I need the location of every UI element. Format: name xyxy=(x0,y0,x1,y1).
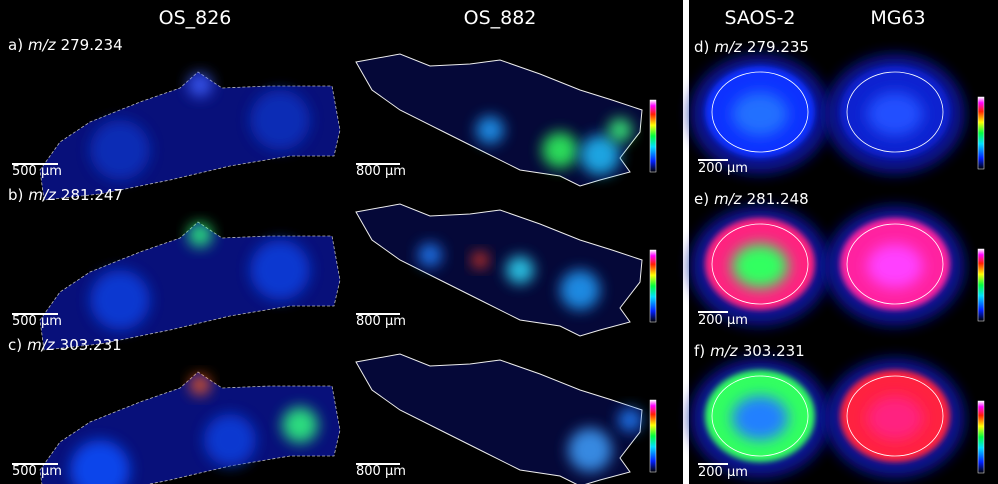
colorbar xyxy=(650,100,656,172)
mz-value: 281.247 xyxy=(61,186,123,204)
scale-label: 200 µm xyxy=(698,465,748,480)
panel-letter: b) xyxy=(8,186,23,204)
mz-value: 279.234 xyxy=(61,36,123,54)
panel-letter: d) xyxy=(694,38,709,56)
mz-value: 281.248 xyxy=(747,190,809,208)
panel-letter: c) xyxy=(8,336,22,354)
intensity-spot xyxy=(250,240,310,300)
mz-value: 303.231 xyxy=(743,342,805,360)
intensity-spot xyxy=(90,120,150,180)
intensity-spot xyxy=(476,116,504,144)
panel-letter: f) xyxy=(694,342,705,360)
column-header: SAOS-2 xyxy=(724,7,795,29)
mz-prefix: m/z xyxy=(27,336,56,354)
intensity-spot xyxy=(542,132,578,168)
intensity-spot xyxy=(204,414,256,466)
colorbar xyxy=(978,97,984,169)
panel-letter: e) xyxy=(694,190,709,208)
intensity-spot xyxy=(90,270,150,330)
cell-core xyxy=(732,92,788,136)
intensity-spot xyxy=(472,252,488,268)
mz-prefix: m/z xyxy=(714,38,743,56)
scale-label: 800 µm xyxy=(356,164,406,179)
intensity-spot xyxy=(282,407,318,443)
scale-label: 500 µm xyxy=(12,464,62,479)
cell-core xyxy=(867,92,923,136)
intensity-spot xyxy=(188,73,212,97)
colorbar xyxy=(978,249,984,321)
scale-label: 500 µm xyxy=(12,314,62,329)
intensity-spot xyxy=(418,243,442,267)
intensity-spot xyxy=(580,135,620,175)
mz-value: 279.235 xyxy=(747,38,809,56)
mz-prefix: m/z xyxy=(28,36,57,54)
figure: OS_826 OS_882 SAOS-2 MG63 a)m/z279.23450… xyxy=(0,0,998,484)
intensity-spot xyxy=(568,428,612,472)
column-header: OS_882 xyxy=(464,7,537,29)
mz-prefix: m/z xyxy=(28,186,57,204)
cell-core xyxy=(732,396,788,440)
scale-label: 800 µm xyxy=(356,464,406,479)
intensity-spot xyxy=(618,408,642,432)
scale-label: 200 µm xyxy=(698,313,748,328)
mz-value: 303.231 xyxy=(60,336,122,354)
intensity-spot xyxy=(250,90,310,150)
scale-label: 200 µm xyxy=(698,161,748,176)
cell-core xyxy=(867,396,923,440)
intensity-spot xyxy=(560,270,600,310)
intensity-spot xyxy=(608,118,632,142)
cell-core xyxy=(867,244,923,288)
intensity-spot xyxy=(506,256,534,284)
scale-label: 500 µm xyxy=(12,164,62,179)
colorbar xyxy=(978,401,984,473)
scale-label: 800 µm xyxy=(356,314,406,329)
column-header: MG63 xyxy=(870,7,925,29)
mz-prefix: m/z xyxy=(714,190,743,208)
mz-prefix: m/z xyxy=(710,342,739,360)
intensity-spot xyxy=(188,223,212,247)
colorbar xyxy=(650,400,656,472)
cell-core xyxy=(732,244,788,288)
panel-letter: a) xyxy=(8,36,23,54)
column-header: OS_826 xyxy=(159,7,232,29)
intensity-spot xyxy=(190,375,210,395)
colorbar xyxy=(650,250,656,322)
